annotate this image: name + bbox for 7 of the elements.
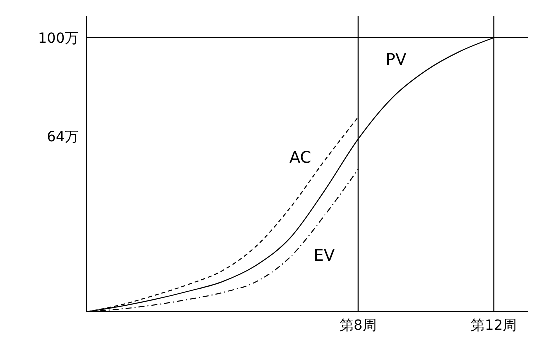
series-label: AC (290, 148, 312, 167)
y-tick-label: 100万 (38, 30, 79, 47)
y-tick-label: 64万 (47, 130, 79, 146)
x-tick-label: 第8周 (340, 318, 377, 334)
series-label: EV (314, 246, 336, 266)
x-tick-label: 第12周 (471, 318, 517, 334)
series-label: PV (386, 50, 407, 69)
